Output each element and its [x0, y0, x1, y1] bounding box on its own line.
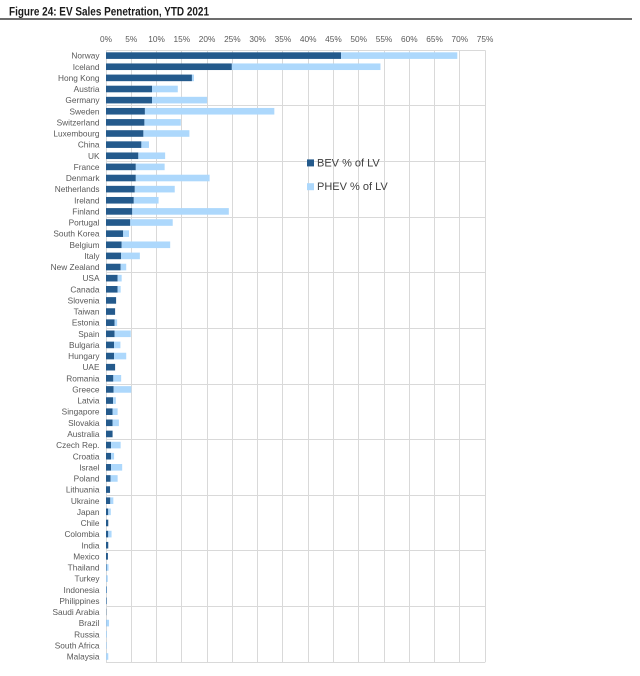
svg-text:Iceland: Iceland — [73, 62, 100, 72]
svg-text:70%: 70% — [452, 34, 469, 44]
svg-text:UAE: UAE — [82, 362, 100, 372]
svg-text:40%: 40% — [300, 34, 317, 44]
svg-text:Ireland: Ireland — [74, 195, 100, 205]
svg-text:30%: 30% — [249, 34, 266, 44]
svg-text:Norway: Norway — [71, 51, 100, 61]
svg-text:Belgium: Belgium — [70, 240, 100, 250]
svg-text:USA: USA — [82, 273, 100, 283]
svg-text:Bulgaria: Bulgaria — [69, 340, 100, 350]
svg-text:45%: 45% — [325, 34, 342, 44]
svg-text:Sweden: Sweden — [70, 106, 100, 116]
svg-text:50%: 50% — [350, 34, 367, 44]
svg-text:Canada: Canada — [70, 284, 99, 294]
svg-text:Netherlands: Netherlands — [55, 184, 100, 194]
svg-text:Portugal: Portugal — [69, 218, 100, 228]
svg-text:65%: 65% — [426, 34, 443, 44]
svg-text:Mexico: Mexico — [73, 551, 100, 561]
svg-text:India: India — [82, 540, 100, 550]
svg-text:Croatia: Croatia — [73, 451, 100, 461]
svg-text:Israel: Israel — [79, 462, 99, 472]
svg-text:PHEV % of LV: PHEV % of LV — [317, 181, 388, 193]
svg-text:Slovenia: Slovenia — [68, 295, 100, 305]
svg-text:10%: 10% — [148, 34, 165, 44]
svg-text:Australia: Australia — [67, 429, 100, 439]
svg-text:Chile: Chile — [81, 518, 100, 528]
svg-text:South Korea: South Korea — [53, 229, 100, 239]
svg-text:Greece: Greece — [72, 384, 100, 394]
svg-text:New Zealand: New Zealand — [51, 262, 100, 272]
svg-text:25%: 25% — [224, 34, 241, 44]
svg-text:Slovakia: Slovakia — [68, 418, 100, 428]
svg-text:Italy: Italy — [84, 251, 100, 261]
svg-text:Thailand: Thailand — [68, 563, 100, 573]
svg-text:Saudi Arabia: Saudi Arabia — [52, 607, 99, 617]
svg-text:BEV % of LV: BEV % of LV — [317, 157, 380, 169]
svg-text:Hungary: Hungary — [68, 351, 100, 361]
svg-text:Latvia: Latvia — [77, 396, 100, 406]
svg-text:Austria: Austria — [74, 84, 100, 94]
svg-text:Spain: Spain — [78, 329, 100, 339]
svg-text:Russia: Russia — [74, 629, 100, 639]
svg-text:5%: 5% — [125, 34, 138, 44]
svg-text:Indonesia: Indonesia — [64, 585, 100, 595]
svg-text:Brazil: Brazil — [79, 618, 100, 628]
svg-text:Denmark: Denmark — [66, 173, 101, 183]
svg-text:China: China — [78, 140, 100, 150]
svg-text:Taiwan: Taiwan — [74, 307, 100, 317]
svg-text:Hong Kong: Hong Kong — [58, 73, 100, 83]
svg-text:UK: UK — [88, 151, 100, 161]
svg-text:Philippines: Philippines — [59, 596, 99, 606]
svg-text:Germany: Germany — [65, 95, 100, 105]
svg-text:Switzerland: Switzerland — [57, 117, 100, 127]
svg-text:55%: 55% — [376, 34, 393, 44]
svg-text:20%: 20% — [199, 34, 216, 44]
svg-text:0%: 0% — [100, 34, 113, 44]
svg-text:35%: 35% — [275, 34, 292, 44]
svg-text:France: France — [74, 162, 100, 172]
svg-text:Romania: Romania — [66, 373, 100, 383]
svg-text:Finland: Finland — [72, 206, 100, 216]
svg-text:Poland: Poland — [74, 474, 100, 484]
svg-text:75%: 75% — [477, 34, 494, 44]
svg-text:15%: 15% — [174, 34, 191, 44]
svg-text:Estonia: Estonia — [72, 318, 100, 328]
svg-text:Luxembourg: Luxembourg — [53, 129, 100, 139]
svg-text:Japan: Japan — [77, 507, 100, 517]
svg-text:Malaysia: Malaysia — [67, 652, 100, 662]
svg-text:Lithuania: Lithuania — [66, 485, 100, 495]
svg-text:Ukraine: Ukraine — [71, 496, 100, 506]
svg-text:60%: 60% — [401, 34, 418, 44]
svg-text:Colombia: Colombia — [64, 529, 99, 539]
svg-text:Czech Rep.: Czech Rep. — [56, 440, 99, 450]
svg-text:Singapore: Singapore — [62, 407, 100, 417]
svg-text:Figure 24: EV Sales Penetratio: Figure 24: EV Sales Penetration, YTD 202… — [9, 7, 210, 19]
svg-text:Turkey: Turkey — [74, 574, 100, 584]
svg-text:South Africa: South Africa — [55, 640, 100, 650]
